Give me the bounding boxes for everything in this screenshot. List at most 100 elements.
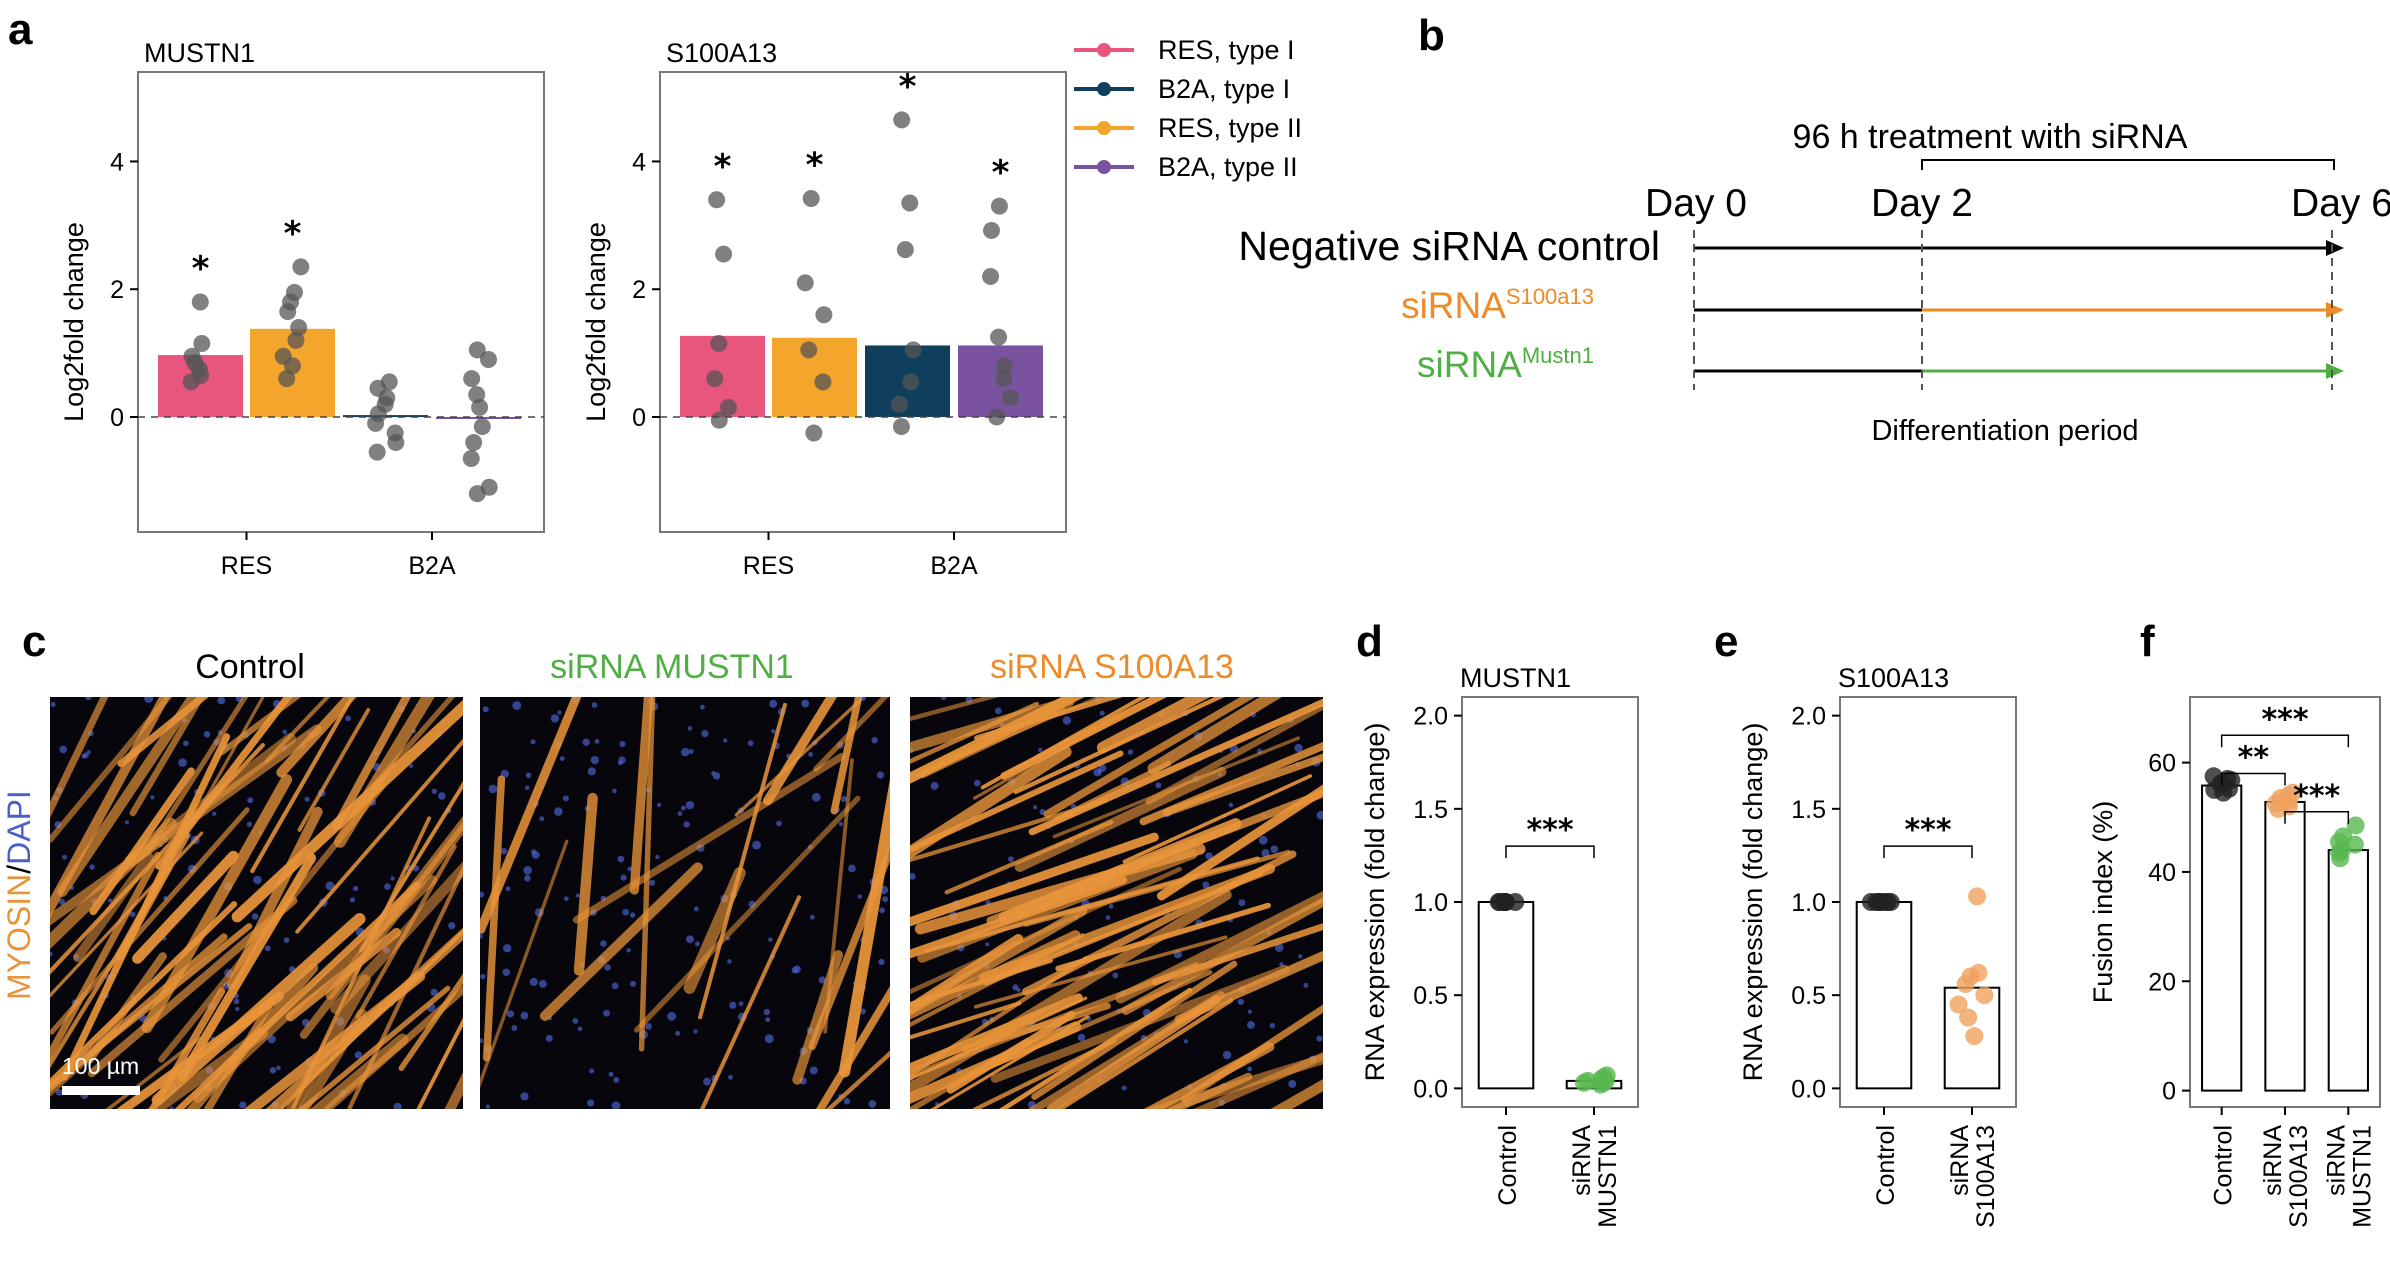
nucleus-dot	[506, 1010, 515, 1018]
nucleus-dot	[178, 758, 187, 767]
nucleus-dot	[559, 756, 565, 762]
data-point	[473, 418, 491, 436]
myosin-label: MYOSIN	[1, 874, 37, 1000]
significance-star: *	[806, 146, 824, 186]
data-point	[387, 434, 405, 452]
data-point	[278, 370, 296, 388]
nucleus-dot	[59, 745, 68, 754]
chart-title: S100A13	[666, 38, 777, 68]
nucleus-dot	[590, 755, 599, 765]
nucleus-dot	[617, 760, 623, 766]
data-point	[805, 424, 823, 442]
nucleus-dot	[233, 998, 240, 1005]
legend-label: B2A, type I	[1158, 74, 1290, 104]
myotube-fiber	[444, 1072, 463, 1109]
nucleus-dot	[589, 1068, 595, 1074]
significance-bracket	[2220, 772, 2286, 786]
nucleus-dot	[572, 1018, 579, 1024]
y-axis-label: Fusion index (%)	[2088, 801, 2118, 1004]
myotube-fiber	[73, 852, 154, 962]
nucleus-dot	[545, 1034, 553, 1042]
significance-label: ***	[1904, 813, 1951, 848]
myotube-fiber	[244, 971, 426, 1109]
myotube-fiber	[572, 753, 846, 924]
myotube-fiber	[1115, 891, 1323, 1004]
significance-star: *	[714, 147, 732, 187]
nucleus-dot	[520, 1092, 529, 1101]
panel-label-d: d	[1356, 617, 1383, 666]
legend-item-res-type1: RES, type I	[1074, 35, 1295, 65]
nucleus-dot	[838, 821, 844, 827]
nucleus-dot	[693, 906, 699, 912]
timeline-row-s100a13-label: siRNAS100a13	[1401, 284, 1594, 326]
myotube-fiber	[629, 697, 654, 895]
nucleus-dot	[1270, 845, 1279, 854]
nucleus-dot	[683, 821, 690, 828]
x-category-label-part: siRNA	[1946, 1125, 1974, 1196]
myotube-fiber	[50, 901, 238, 1087]
nucleus-dot	[500, 847, 508, 855]
nucleus-dot	[700, 704, 705, 710]
myotube-fiber	[116, 991, 284, 1109]
nucleus-dot	[577, 1026, 583, 1032]
nucleus-dot	[282, 729, 288, 735]
nucleus-dot	[81, 753, 87, 759]
myotube-fiber	[910, 1001, 1022, 1040]
chart-d-mustn1: MUSTN1 0.0 0.5 1.0 1.5 2.0 RNA expression (fol…	[1360, 663, 1639, 1228]
panel-label-f: f	[2140, 617, 2155, 666]
nucleus-dot	[763, 1008, 771, 1016]
data-point	[465, 434, 483, 452]
nucleus-dot	[480, 933, 483, 939]
data-point	[990, 328, 1008, 346]
myotube-fiber	[1121, 897, 1323, 1015]
nucleus-dot	[871, 736, 878, 744]
data-point	[1949, 995, 1968, 1014]
data-point	[279, 303, 297, 321]
myotube-fiber	[573, 792, 598, 976]
nucleus-dot	[617, 855, 625, 863]
nucleus-dot	[611, 1101, 621, 1109]
bar	[2264, 800, 2306, 1092]
nucleus-dot	[55, 1089, 63, 1096]
nucleus-dot	[1247, 1066, 1252, 1072]
significance-bracket	[1505, 845, 1595, 859]
nucleus-dot	[393, 1102, 402, 1109]
x-category-label-part: siRNA	[2322, 1125, 2350, 1196]
significance-bracket	[2220, 734, 2350, 748]
nucleus-dot	[776, 820, 782, 827]
significance-star: *	[899, 67, 917, 107]
y-tick-label: 2.0	[1413, 703, 1448, 731]
data-point	[287, 331, 305, 349]
nucleus-dot	[620, 874, 627, 881]
micro-fibers-sirna-s100a13	[910, 697, 1323, 1109]
x-category-label-part: Control	[1494, 1125, 1522, 1206]
bar	[1477, 901, 1535, 1090]
nucleus-dot	[818, 976, 826, 984]
nucleus-dot	[840, 795, 848, 803]
data-point	[796, 274, 814, 292]
nucleus-dot	[859, 1008, 866, 1015]
myotube-fiber	[298, 985, 451, 1109]
nucleus-dot	[622, 908, 630, 916]
data-point	[1965, 1027, 1984, 1046]
data-point	[1959, 1008, 1978, 1027]
myotube-fiber	[1270, 1079, 1323, 1109]
siRNA-base-text: siRNA	[1417, 344, 1522, 385]
y-tick-label: 4	[632, 148, 646, 176]
significance-label: ***	[2293, 779, 2340, 814]
myotube-fiber	[1122, 774, 1313, 864]
data-point	[2279, 786, 2298, 805]
myotube-fiber	[1139, 741, 1323, 826]
nucleus-dot	[524, 875, 531, 882]
nucleus-dot	[502, 968, 511, 977]
nucleus-dot	[482, 706, 489, 713]
nucleus-dot	[480, 891, 485, 898]
plot-frame	[137, 71, 545, 533]
myotube-fiber	[910, 1037, 1031, 1109]
nucleus-dot	[809, 1066, 818, 1075]
nucleus-dot	[868, 1100, 877, 1108]
data-point	[896, 241, 914, 259]
nucleus-dot	[768, 937, 773, 942]
nucleus-dot	[1202, 881, 1210, 889]
